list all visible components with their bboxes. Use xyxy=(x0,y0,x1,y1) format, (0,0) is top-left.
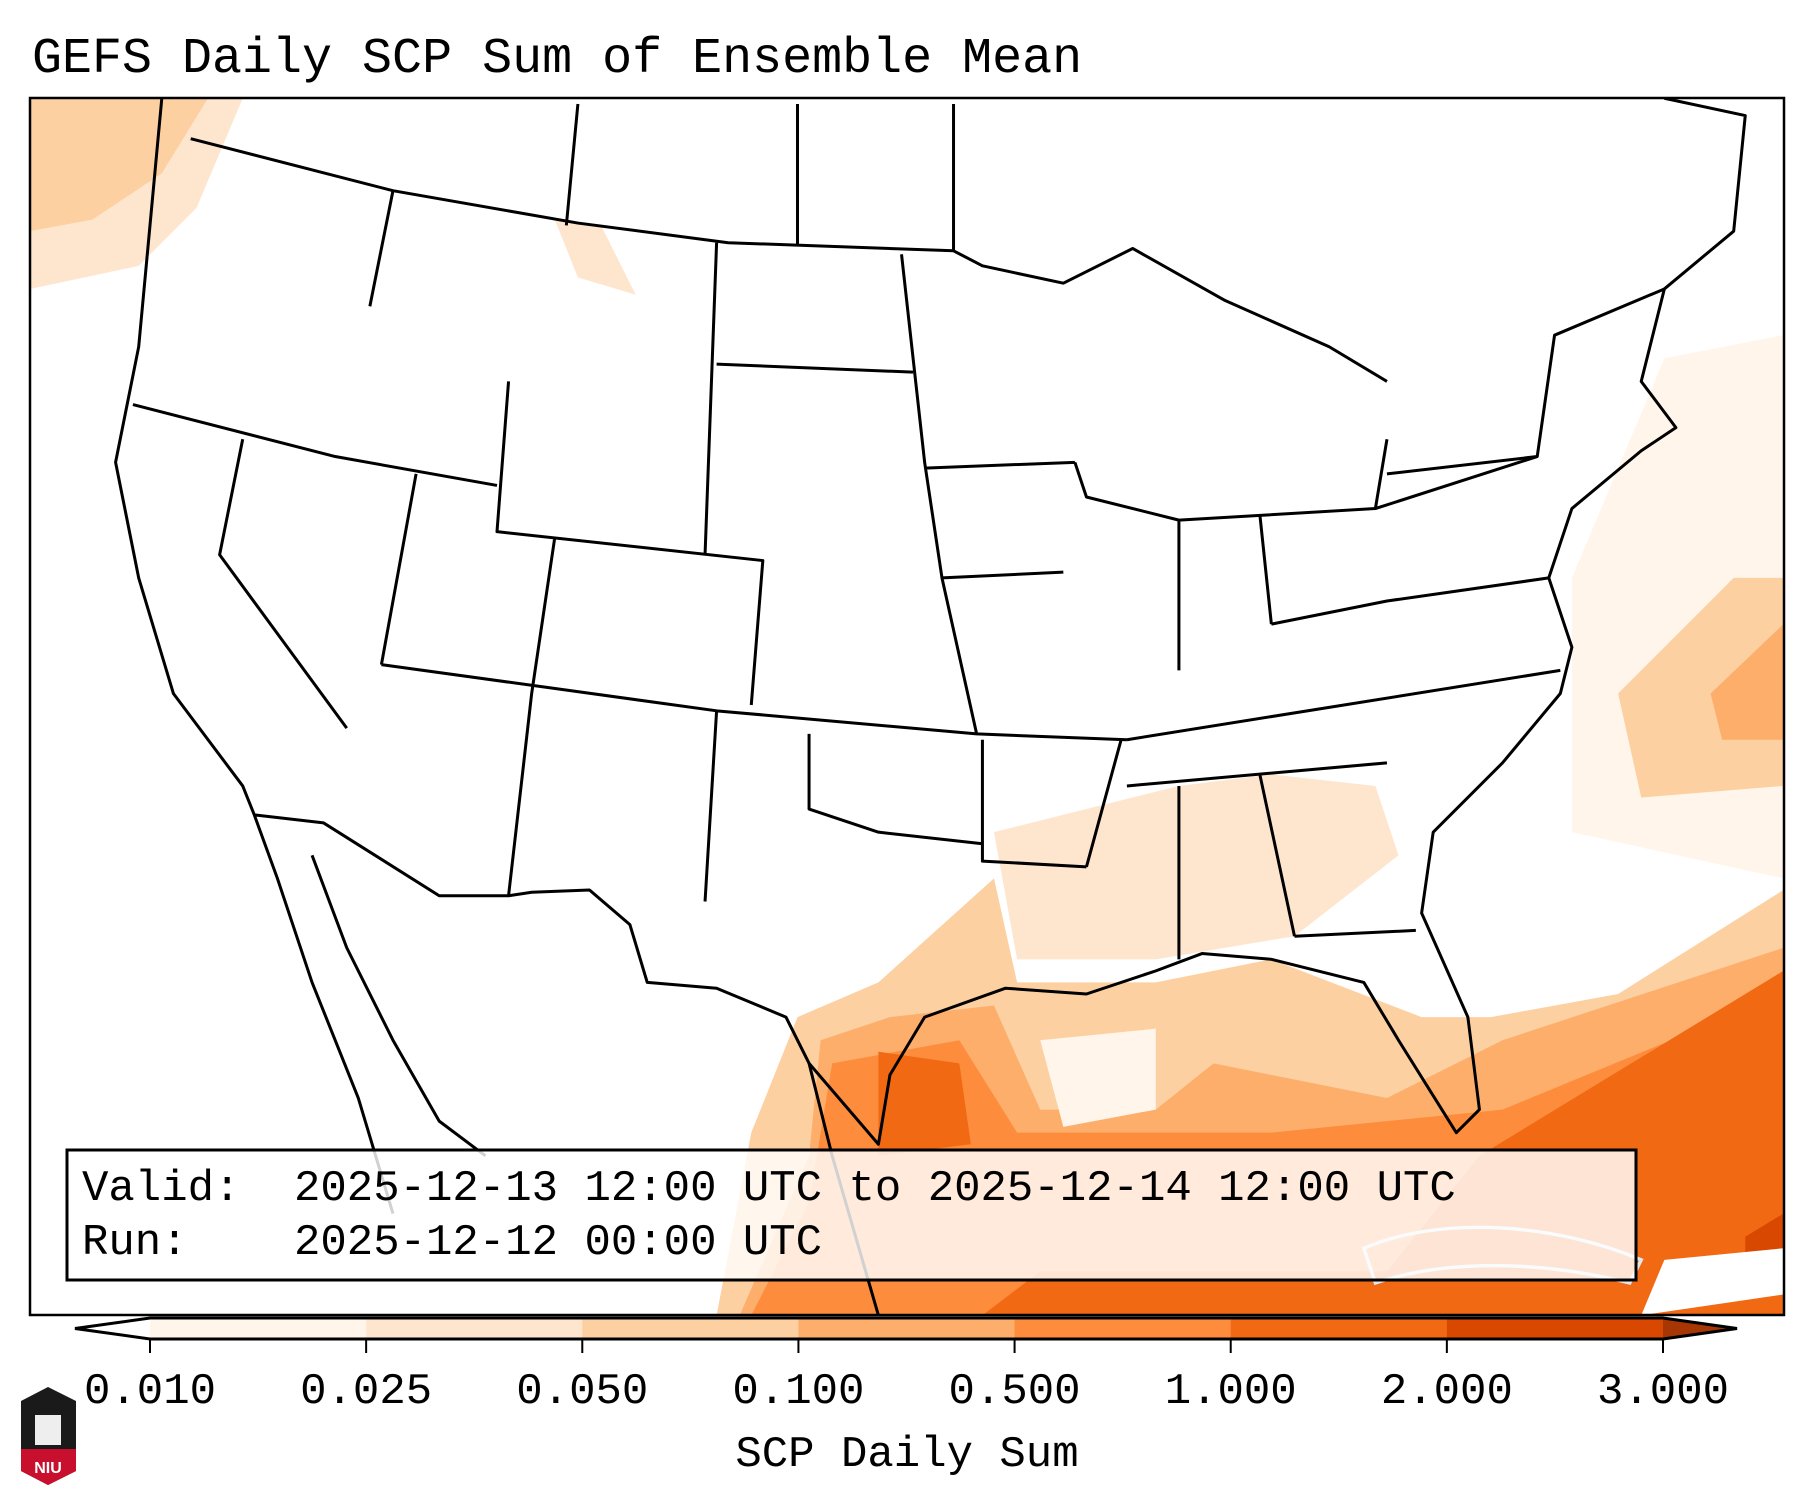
map-panel: Valid: 2025-12-13 12:00 UTC to 2025-12-1… xyxy=(30,98,1784,1315)
logo-text: NIU xyxy=(34,1460,62,1477)
state-borders xyxy=(132,103,1561,960)
map-frame xyxy=(28,96,1786,1317)
shade-atlantic-band-core xyxy=(1710,624,1784,740)
chart-title: GEFS Daily SCP Sum of Ensemble Mean xyxy=(32,31,1082,88)
colorbar-tick-label: 1.000 xyxy=(1165,1367,1297,1417)
building-icon xyxy=(35,1415,61,1445)
shade-texas-coast xyxy=(878,1051,971,1156)
info-box xyxy=(65,1148,1638,1282)
valid-label: Valid: xyxy=(82,1164,240,1214)
colorbar-tick-label: 0.500 xyxy=(949,1367,1081,1417)
colorbar-segment xyxy=(798,1318,1016,1339)
colorbar-extend-min xyxy=(75,1318,150,1339)
shade-gulf-white xyxy=(1040,1028,1156,1127)
valid-value: 2025-12-13 12:00 UTC to 2025-12-14 12:00… xyxy=(294,1164,1456,1214)
shade-montana xyxy=(554,219,636,295)
colorbar-segment xyxy=(1446,1318,1664,1339)
colorbar-tick-label: 0.010 xyxy=(84,1367,216,1417)
shade-nw-pacific-core xyxy=(30,98,209,232)
shade-atlantic-band xyxy=(1618,577,1784,798)
coastline xyxy=(114,98,1747,1215)
shade-white-sw-corner xyxy=(1641,1248,1784,1315)
colorbar-segment xyxy=(150,1318,367,1339)
colorbar-tick-label: 0.100 xyxy=(732,1367,864,1417)
run-value: 2025-12-12 00:00 UTC xyxy=(294,1218,822,1268)
colorbar-segment xyxy=(1014,1318,1232,1339)
colorbar-tick-label: 3.000 xyxy=(1597,1367,1729,1417)
run-label: Run: xyxy=(82,1218,188,1268)
niu-logo: NIU xyxy=(21,1387,76,1485)
colorbar-tick-label: 0.025 xyxy=(300,1367,432,1417)
shade-gulf-states xyxy=(993,774,1399,960)
colorbar-tick-label: 0.050 xyxy=(516,1367,648,1417)
colorbar-tick-label: 2.000 xyxy=(1381,1367,1513,1417)
colorbar-segment xyxy=(366,1318,583,1339)
colorbar-label: SCP Daily Sum xyxy=(735,1430,1078,1480)
colorbar-segment xyxy=(582,1318,799,1339)
colorbar: 0.010 0.025 0.050 0.100 0.500 1.000 2.000 3.000 xyxy=(74,1316,1738,1417)
colorbar-segment xyxy=(1230,1318,1448,1339)
colorbar-extend-max xyxy=(1663,1318,1737,1339)
